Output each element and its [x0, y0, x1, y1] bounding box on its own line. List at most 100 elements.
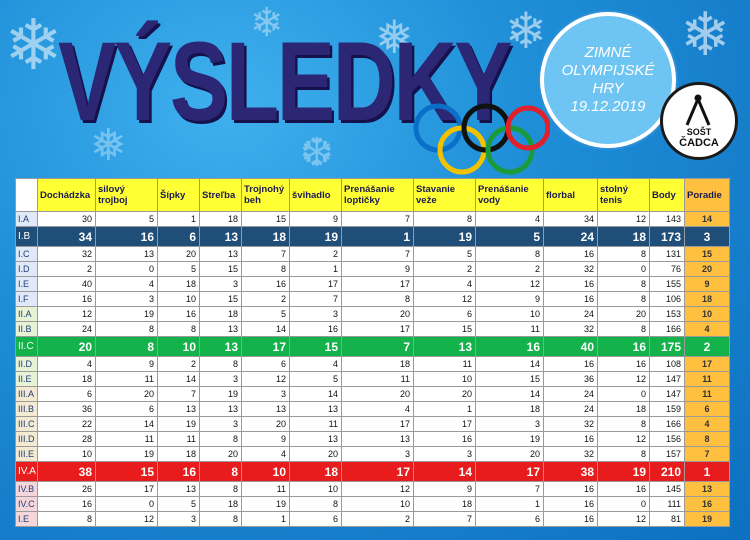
score-cell: 13 — [199, 226, 242, 247]
score-cell: 15 — [95, 461, 158, 482]
score-cell: 2 — [157, 356, 200, 372]
column-header: silový trojboj — [95, 178, 158, 212]
class-name-cell: II.D — [15, 356, 38, 372]
score-cell: 3 — [157, 511, 200, 527]
score-cell: 8 — [157, 321, 200, 337]
score-cell: 19 — [95, 446, 158, 462]
class-name-cell: II.C — [15, 336, 38, 357]
score-cell: 16 — [289, 321, 342, 337]
score-cell: 8 — [597, 276, 650, 292]
score-cell: 10 — [157, 291, 200, 307]
score-cell: 0 — [597, 261, 650, 277]
score-cell: 6 — [95, 401, 158, 417]
score-cell: 11 — [95, 431, 158, 447]
score-cell: 2 — [37, 261, 96, 277]
score-cell: 3 — [199, 276, 242, 292]
score-cell: 36 — [543, 371, 598, 387]
table-row: II.C 20 8 10 13 17 15 7 13 16 40 16 175 2 — [15, 336, 730, 357]
score-cell: 0 — [95, 261, 158, 277]
column-header: Šípky — [157, 178, 200, 212]
total-points-cell: 159 — [649, 401, 685, 417]
class-name-cell: III.B — [15, 401, 38, 417]
score-cell: 16 — [543, 511, 598, 527]
score-cell: 18 — [157, 446, 200, 462]
table-row: III.E 10 19 18 20 4 20 3 3 20 32 8 157 7 — [15, 446, 730, 462]
column-header: Prenášanie loptičky — [341, 178, 414, 212]
score-cell: 7 — [241, 246, 290, 262]
snowflake-icon: ❄ — [680, 0, 731, 70]
score-cell: 14 — [241, 321, 290, 337]
olympic-rings-icon — [413, 103, 550, 175]
table-row: II.A 12 19 16 18 5 3 20 6 10 24 20 153 10 — [15, 306, 730, 322]
score-cell: 8 — [289, 496, 342, 512]
score-cell: 19 — [157, 416, 200, 432]
snowflake-icon: ❅ — [375, 10, 414, 64]
score-cell: 16 — [543, 291, 598, 307]
score-cell: 4 — [289, 356, 342, 372]
score-cell: 3 — [95, 291, 158, 307]
score-cell: 1 — [157, 211, 200, 227]
score-cell: 10 — [413, 371, 476, 387]
total-points-cell: 153 — [649, 306, 685, 322]
score-cell: 14 — [475, 386, 544, 402]
score-cell: 14 — [289, 386, 342, 402]
score-cell: 17 — [475, 461, 544, 482]
score-cell: 8 — [597, 446, 650, 462]
score-cell: 20 — [157, 246, 200, 262]
score-cell: 18 — [37, 371, 96, 387]
score-cell: 15 — [475, 371, 544, 387]
score-cell: 18 — [199, 306, 242, 322]
score-cell: 13 — [157, 481, 200, 497]
score-cell: 12 — [597, 371, 650, 387]
score-cell: 12 — [475, 276, 544, 292]
score-cell: 12 — [597, 431, 650, 447]
score-cell: 16 — [543, 276, 598, 292]
score-cell: 11 — [157, 431, 200, 447]
table-row: IV.A 38 15 16 8 10 18 17 14 17 38 19 210 1 — [15, 461, 730, 482]
score-cell: 7 — [413, 511, 476, 527]
score-cell: 14 — [475, 356, 544, 372]
score-cell: 12 — [597, 211, 650, 227]
score-cell: 14 — [413, 461, 476, 482]
results-table-container: Dochádzka silový trojboj Šípky Streľba Trojn… — [15, 178, 730, 527]
score-cell: 8 — [199, 431, 242, 447]
score-cell: 8 — [199, 481, 242, 497]
class-name-cell: IV.C — [15, 496, 38, 512]
score-cell: 5 — [413, 246, 476, 262]
rank-cell: 10 — [684, 306, 730, 322]
score-cell: 30 — [37, 211, 96, 227]
score-cell: 14 — [95, 416, 158, 432]
score-cell: 17 — [241, 336, 290, 357]
score-cell: 8 — [95, 336, 158, 357]
score-cell: 13 — [289, 401, 342, 417]
score-cell: 20 — [37, 336, 96, 357]
score-cell: 20 — [413, 386, 476, 402]
column-header: Prenášanie vody — [475, 178, 544, 212]
score-cell: 12 — [241, 371, 290, 387]
score-cell: 9 — [341, 261, 414, 277]
class-name-cell: I.F — [15, 291, 38, 307]
class-name-cell: II.A — [15, 306, 38, 322]
score-cell: 13 — [199, 246, 242, 262]
results-table: Dochádzka silový trojboj Šípky Streľba Trojn… — [15, 178, 730, 527]
score-cell: 16 — [543, 246, 598, 262]
score-cell: 6 — [241, 356, 290, 372]
badge-line: HRY — [592, 80, 624, 97]
total-points-cell: 106 — [649, 291, 685, 307]
score-cell: 32 — [543, 261, 598, 277]
column-header: Dochádzka — [37, 178, 96, 212]
score-cell: 8 — [413, 211, 476, 227]
total-points-cell: 81 — [649, 511, 685, 527]
score-cell: 19 — [475, 431, 544, 447]
score-cell: 32 — [543, 321, 598, 337]
table-row: II.B 24 8 8 13 14 16 17 15 11 32 8 166 4 — [15, 321, 730, 337]
score-cell: 12 — [413, 291, 476, 307]
score-cell: 19 — [289, 226, 342, 247]
score-cell: 4 — [37, 356, 96, 372]
score-cell: 16 — [543, 431, 598, 447]
score-cell: 3 — [475, 416, 544, 432]
score-cell: 17 — [289, 276, 342, 292]
table-header-row: Dochádzka silový trojboj Šípky Streľba Trojn… — [15, 178, 730, 212]
score-cell: 8 — [597, 291, 650, 307]
rank-cell: 17 — [684, 356, 730, 372]
